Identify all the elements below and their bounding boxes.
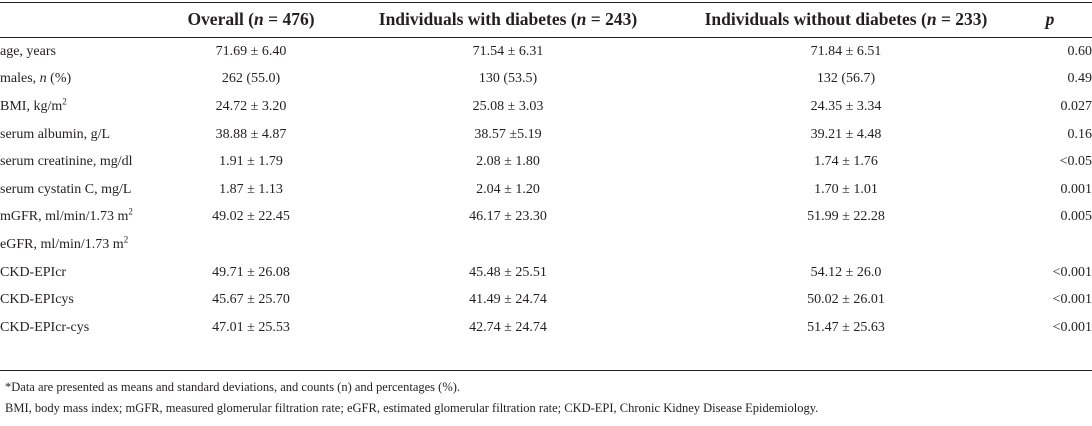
cell-p-value: <0.001	[1052, 319, 1092, 335]
header-label-blank	[0, 0, 170, 38]
table-row: age, years 71.69 ± 6.40 71.54 ± 6.31 71.…	[0, 38, 1092, 66]
header-overall: Overall (n = 476)	[187, 8, 315, 29]
cell-with-diabetes: 130 (53.5)	[478, 71, 538, 87]
cell-without-diabetes: 24.35 ± 3.34	[810, 98, 882, 114]
header-rule	[0, 37, 1092, 38]
cell-without-diabetes: 1.74 ± 1.76	[814, 154, 878, 170]
header-row: Overall (n = 476) Individuals with diabe…	[0, 0, 1092, 38]
cell-with-diabetes: 38.57 ±5.19	[474, 126, 542, 142]
cell-p-value: <0.001	[1052, 264, 1092, 280]
table-row: serum albumin, g/L 38.88 ± 4.87 38.57 ±5…	[0, 121, 1092, 149]
cell-p-value	[1008, 231, 1092, 259]
cell-p-value: 0.60	[1067, 43, 1092, 59]
row-label: BMI, kg/m2	[0, 96, 67, 114]
cell-overall: 1.91 ± 1.79	[219, 154, 283, 170]
row-label: mGFR, ml/min/1.73 m2	[0, 206, 133, 225]
top-rule	[0, 2, 1092, 3]
row-label: serum creatinine, mg/dl	[0, 154, 133, 170]
characteristics-table: Overall (n = 476) Individuals with diabe…	[0, 0, 1092, 342]
cell-with-diabetes: 45.48 ± 25.51	[469, 264, 547, 280]
cell-p-value: 0.16	[1067, 126, 1092, 142]
cell-without-diabetes: 39.21 ± 4.48	[810, 126, 882, 142]
cell-without-diabetes: 1.70 ± 1.01	[814, 181, 878, 197]
row-label: CKD-EPIcys	[0, 292, 74, 308]
row-label: age, years	[0, 43, 56, 59]
cell-without-diabetes: 50.02 ± 26.01	[807, 292, 885, 308]
header-without-diabetes: Individuals without diabetes (n = 233)	[704, 8, 988, 29]
cell-p-value: 0.027	[1060, 98, 1092, 114]
table-row: CKD-EPIcr-cys 47.01 ± 25.53 42.74 ± 24.7…	[0, 314, 1092, 342]
cell-overall: 45.67 ± 25.70	[212, 292, 290, 308]
cell-overall	[170, 231, 332, 259]
cell-overall: 1.87 ± 1.13	[219, 181, 283, 197]
cell-with-diabetes: 25.08 ± 3.03	[472, 98, 544, 114]
table-row: serum creatinine, mg/dl 1.91 ± 1.79 2.08…	[0, 148, 1092, 176]
cell-overall: 49.02 ± 22.45	[212, 209, 290, 225]
cell-p-value: <0.001	[1052, 292, 1092, 308]
cell-with-diabetes: 41.49 ± 24.74	[469, 292, 547, 308]
header-p-value: p	[1045, 8, 1055, 29]
table-row: males, n (%) 262 (55.0) 130 (53.5) 132 (…	[0, 66, 1092, 94]
cell-overall: 71.69 ± 6.40	[215, 43, 287, 59]
cell-overall: 262 (55.0)	[221, 71, 281, 87]
cell-with-diabetes: 42.74 ± 24.74	[469, 319, 547, 335]
table-row: CKD-EPIcys 45.67 ± 25.70 41.49 ± 24.74 5…	[0, 286, 1092, 314]
table-row: mGFR, ml/min/1.73 m2 49.02 ± 22.45 46.17…	[0, 204, 1092, 232]
cell-without-diabetes: 132 (56.7)	[816, 71, 876, 87]
header-with-diabetes: Individuals with diabetes (n = 243)	[378, 8, 638, 29]
cell-without-diabetes: 54.12 ± 26.0	[810, 264, 882, 280]
cell-without-diabetes	[684, 231, 1008, 259]
row-label: serum albumin, g/L	[0, 126, 111, 142]
table-row: eGFR, ml/min/1.73 m2	[0, 231, 1092, 259]
cell-overall: 38.88 ± 4.87	[215, 126, 287, 142]
row-label: CKD-EPIcr-cys	[0, 319, 90, 335]
cell-p-value: 0.001	[1060, 181, 1092, 197]
cell-with-diabetes: 2.04 ± 1.20	[476, 181, 540, 197]
bottom-rule	[0, 370, 1092, 371]
row-label: males, n (%)	[0, 71, 72, 87]
footnote-data-presentation: *Data are presented as means and standar…	[5, 380, 461, 394]
cell-overall: 49.71 ± 26.08	[212, 264, 290, 280]
row-label: CKD-EPIcr	[0, 264, 67, 280]
row-label: serum cystatin C, mg/L	[0, 181, 132, 197]
cell-with-diabetes: 2.08 ± 1.80	[476, 154, 540, 170]
cell-overall: 24.72 ± 3.20	[215, 98, 287, 114]
table-row: CKD-EPIcr 49.71 ± 26.08 45.48 ± 25.51 54…	[0, 259, 1092, 287]
table-row: BMI, kg/m2 24.72 ± 3.20 25.08 ± 3.03 24.…	[0, 93, 1092, 121]
cell-overall: 47.01 ± 25.53	[212, 319, 290, 335]
cell-p-value: 0.005	[1060, 209, 1092, 225]
cell-p-value: 0.49	[1067, 71, 1092, 87]
cell-with-diabetes: 46.17 ± 23.30	[469, 209, 547, 225]
table-row: serum cystatin C, mg/L 1.87 ± 1.13 2.04 …	[0, 176, 1092, 204]
cell-without-diabetes: 51.47 ± 25.63	[807, 319, 885, 335]
cell-with-diabetes: 71.54 ± 6.31	[472, 43, 544, 59]
footnote-abbreviations: BMI, body mass index; mGFR, measured glo…	[5, 401, 819, 415]
cell-with-diabetes	[332, 231, 684, 259]
row-label: eGFR, ml/min/1.73 m2	[0, 234, 129, 252]
cell-without-diabetes: 51.99 ± 22.28	[807, 209, 885, 225]
cell-p-value: <0.05	[1059, 154, 1092, 170]
cell-without-diabetes: 71.84 ± 6.51	[810, 43, 882, 59]
